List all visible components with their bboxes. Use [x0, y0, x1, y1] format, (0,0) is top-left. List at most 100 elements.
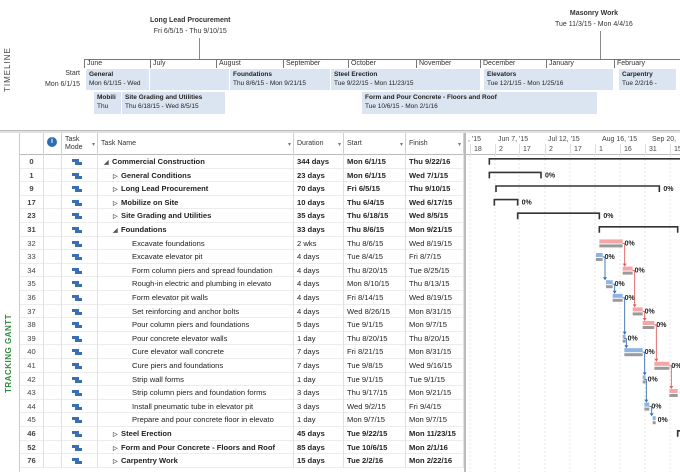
table-row[interactable]: 23 ▷ Site Grading and Utilities 35 days Thu …: [20, 209, 464, 223]
expand-toggle-icon[interactable]: ▷: [113, 432, 118, 438]
finish-cell[interactable]: Wed 8/5/15: [406, 209, 464, 223]
finish-cell[interactable]: Thu 9/22/16: [406, 155, 464, 169]
task-name-cell[interactable]: Pour concrete elevator walls: [98, 331, 294, 346]
task-mode-cell[interactable]: [62, 359, 98, 373]
col-header-mode[interactable]: Task Mode ▾: [62, 133, 98, 155]
start-cell[interactable]: Mon 6/1/15: [344, 168, 406, 183]
task-mode-cell[interactable]: [62, 345, 98, 359]
timeline-bar-form-pour[interactable]: Form and Pour Concrete - Floors and Roof…: [362, 92, 598, 114]
task-name-cell[interactable]: ◢ Foundations: [98, 223, 294, 237]
duration-cell[interactable]: 35 days: [294, 209, 344, 223]
timeline-callout-long-lead[interactable]: Long Lead Procurement Fri 6/5/15 - Thu 9…: [150, 15, 231, 37]
task-name-cell[interactable]: Form elevator pit walls: [98, 291, 294, 305]
task-name-cell[interactable]: Prepare and pour concrete floor in eleva…: [98, 413, 294, 427]
start-cell[interactable]: Fri 6/5/15: [344, 182, 406, 196]
finish-cell[interactable]: Fri 9/4/15: [406, 399, 464, 414]
task-name-cell[interactable]: Install pneumatic tube in elevator pit: [98, 399, 294, 414]
duration-cell[interactable]: 4 days: [294, 291, 344, 305]
table-row[interactable]: 32 Excavate foundations 2 wks Thu 8/6/15 Wed…: [20, 236, 464, 251]
duration-cell[interactable]: 85 days: [294, 440, 344, 455]
task-name-cell[interactable]: ▷ Long Lead Procurement: [98, 182, 294, 196]
table-row[interactable]: 36 Form elevator pit walls 4 days Fri 8/14/…: [20, 291, 464, 305]
start-cell[interactable]: Fri 8/14/15: [344, 291, 406, 305]
view-splitter[interactable]: [464, 133, 466, 472]
finish-cell[interactable]: Thu 8/20/15: [406, 331, 464, 346]
finish-cell[interactable]: Wed 6/17/15: [406, 195, 464, 210]
task-mode-cell[interactable]: [62, 236, 98, 251]
table-row[interactable]: 33 Excavate elevator pit 4 days Tue 8/4/15 F…: [20, 250, 464, 264]
duration-cell[interactable]: 4 days: [294, 304, 344, 319]
table-row[interactable]: 31 ◢ Foundations 33 days Thu 8/6/15 Mon 9/21/…: [20, 223, 464, 237]
start-cell[interactable]: Thu 8/6/15: [344, 236, 406, 251]
start-cell[interactable]: Thu 8/20/15: [344, 331, 406, 346]
start-cell[interactable]: Thu 8/20/15: [344, 263, 406, 278]
start-cell[interactable]: Tue 9/1/15: [344, 318, 406, 332]
duration-cell[interactable]: 4 days: [294, 263, 344, 278]
start-cell[interactable]: Tue 8/4/15: [344, 250, 406, 264]
duration-cell[interactable]: 4 days: [294, 277, 344, 291]
finish-cell[interactable]: Tue 8/25/15: [406, 263, 464, 278]
col-header-name[interactable]: Task Name ▾: [98, 133, 294, 155]
col-header-finish[interactable]: Finish ▾: [406, 133, 464, 155]
duration-cell[interactable]: 45 days: [294, 427, 344, 441]
expand-toggle-icon[interactable]: ▷: [113, 214, 118, 221]
task-name-cell[interactable]: Rough-in electric and plumbing in elevat…: [98, 277, 294, 291]
finish-cell[interactable]: Wed 9/16/15: [406, 359, 464, 373]
task-mode-cell[interactable]: [62, 277, 98, 291]
col-header-id[interactable]: [20, 133, 44, 155]
duration-cell[interactable]: 1 day: [294, 372, 344, 387]
start-cell[interactable]: Wed 9/2/15: [344, 399, 406, 414]
table-row[interactable]: 44 Install pneumatic tube in elevator pit…: [20, 399, 464, 414]
duration-cell[interactable]: 344 days: [294, 155, 344, 169]
table-row[interactable]: 34 Form column piers and spread foundatio…: [20, 263, 464, 278]
finish-cell[interactable]: Wed 8/19/15: [406, 291, 464, 305]
start-cell[interactable]: Mon 6/1/15: [344, 155, 406, 169]
table-row[interactable]: 35 Rough-in electric and plumbing in elev…: [20, 277, 464, 291]
duration-cell[interactable]: 3 days: [294, 386, 344, 400]
task-mode-cell[interactable]: [62, 155, 98, 169]
table-row[interactable]: 52 ▷ Form and Pour Concrete - Floors and R…: [20, 440, 464, 455]
duration-cell[interactable]: 7 days: [294, 359, 344, 373]
duration-cell[interactable]: 5 days: [294, 318, 344, 332]
table-row[interactable]: 43 Strip column piers and foundation form…: [20, 386, 464, 400]
task-mode-cell[interactable]: [62, 195, 98, 210]
table-row[interactable]: 46 ▷ Steel Erection 45 days Tue 9/22/15 Mon 1…: [20, 427, 464, 441]
table-row[interactable]: 39 Pour concrete elevator walls 1 day Thu 8…: [20, 331, 464, 346]
start-cell[interactable]: Thu 9/17/15: [344, 386, 406, 400]
pane-divider[interactable]: [0, 130, 680, 133]
finish-cell[interactable]: Thu 9/10/15: [406, 182, 464, 196]
task-mode-cell[interactable]: [62, 182, 98, 196]
duration-cell[interactable]: 7 days: [294, 345, 344, 359]
task-name-cell[interactable]: Form column piers and spread foundation: [98, 263, 294, 278]
table-row[interactable]: 1 ▷ General Conditions 23 days Mon 6/1/15 Wed…: [20, 168, 464, 183]
task-mode-cell[interactable]: [62, 372, 98, 387]
task-name-cell[interactable]: Strip wall forms: [98, 372, 294, 387]
task-mode-cell[interactable]: [62, 250, 98, 264]
duration-cell[interactable]: 1 day: [294, 331, 344, 346]
task-mode-cell[interactable]: [62, 168, 98, 183]
task-name-cell[interactable]: Pour column piers and foundations: [98, 318, 294, 332]
start-cell[interactable]: Tue 9/22/15: [344, 427, 406, 441]
task-mode-cell[interactable]: [62, 209, 98, 223]
duration-cell[interactable]: 23 days: [294, 168, 344, 183]
duration-cell[interactable]: 2 wks: [294, 236, 344, 251]
duration-cell[interactable]: 4 days: [294, 250, 344, 264]
task-mode-cell[interactable]: [62, 331, 98, 346]
table-row[interactable]: 41 Cure piers and foundations 7 days Tue 9/…: [20, 359, 464, 373]
finish-cell[interactable]: Thu 8/13/15: [406, 277, 464, 291]
finish-cell[interactable]: Mon 8/31/15: [406, 304, 464, 319]
finish-cell[interactable]: Wed 7/1/15: [406, 168, 464, 183]
task-name-cell[interactable]: Cure elevator wall concrete: [98, 345, 294, 359]
start-cell[interactable]: Tue 9/8/15: [344, 359, 406, 373]
table-row[interactable]: 17 ▷ Mobilize on Site 10 days Thu 6/4/15 Wed …: [20, 195, 464, 210]
task-name-cell[interactable]: Excavate foundations: [98, 236, 294, 251]
expand-toggle-icon[interactable]: ▷: [113, 173, 118, 180]
expand-toggle-icon[interactable]: ▷: [113, 459, 118, 466]
expand-toggle-icon[interactable]: ▷: [113, 445, 118, 452]
task-mode-cell[interactable]: [62, 399, 98, 414]
start-cell[interactable]: Thu 6/4/15: [344, 195, 406, 210]
task-name-cell[interactable]: Strip column piers and foundation forms: [98, 386, 294, 400]
start-cell[interactable]: Tue 9/1/15: [344, 372, 406, 387]
duration-cell[interactable]: 10 days: [294, 195, 344, 210]
task-mode-cell[interactable]: [62, 291, 98, 305]
